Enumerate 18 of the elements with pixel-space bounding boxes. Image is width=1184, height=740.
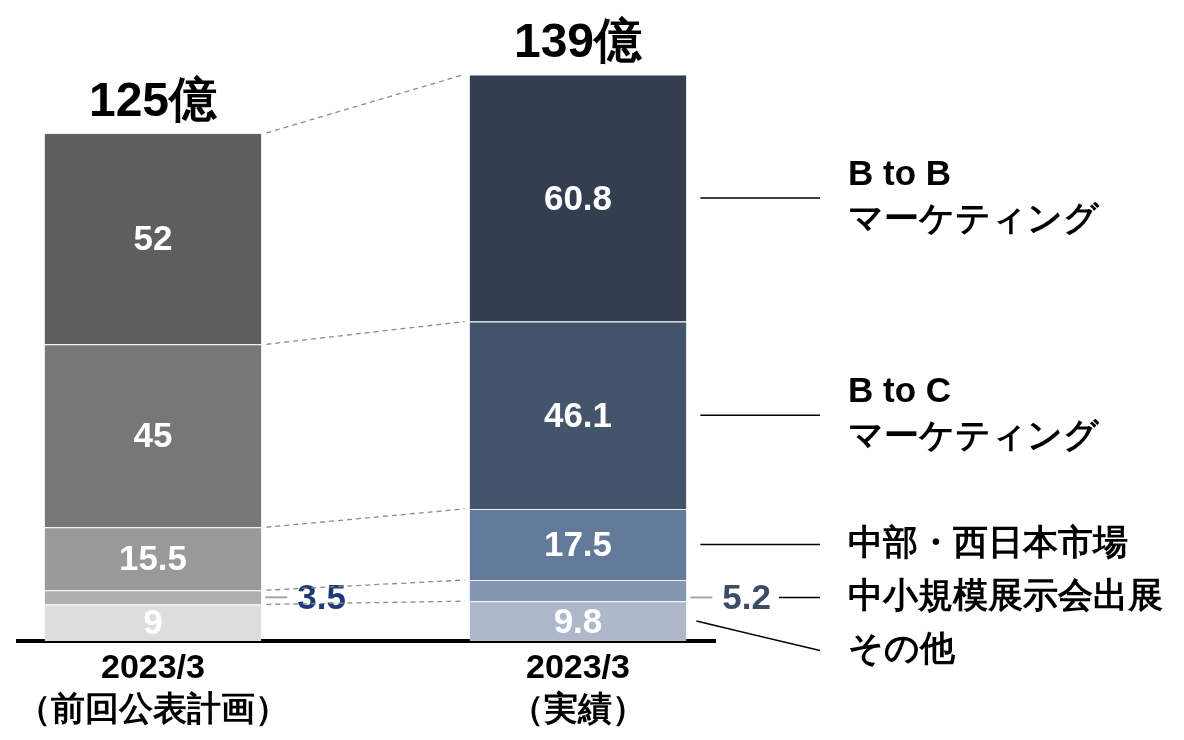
data-label: 3.5: [297, 576, 347, 616]
text: 中小規模展示会出展: [848, 575, 1163, 615]
total-label: 139億: [513, 14, 644, 68]
x-tick-label: 2023/3 （実績）: [509, 646, 646, 728]
data-label: 46.1: [543, 394, 613, 434]
data-label: 5.2: [722, 577, 772, 617]
data-label: 52: [133, 218, 173, 258]
x-tick-label: 2023/3 （前回公表計画）: [16, 646, 289, 728]
total-label: 125億: [88, 72, 219, 126]
data-label: 17.5: [543, 524, 613, 564]
text: B to C マーケティング: [848, 370, 1100, 455]
data-label: 60.8: [543, 177, 613, 217]
text: B to B マーケティング: [848, 153, 1100, 238]
data-label: 15.5: [118, 538, 188, 578]
data-label: 9.8: [553, 600, 603, 640]
text: その他: [848, 628, 956, 668]
text: 中部・西日本市場: [848, 522, 1128, 562]
data-label: 45: [133, 415, 173, 455]
